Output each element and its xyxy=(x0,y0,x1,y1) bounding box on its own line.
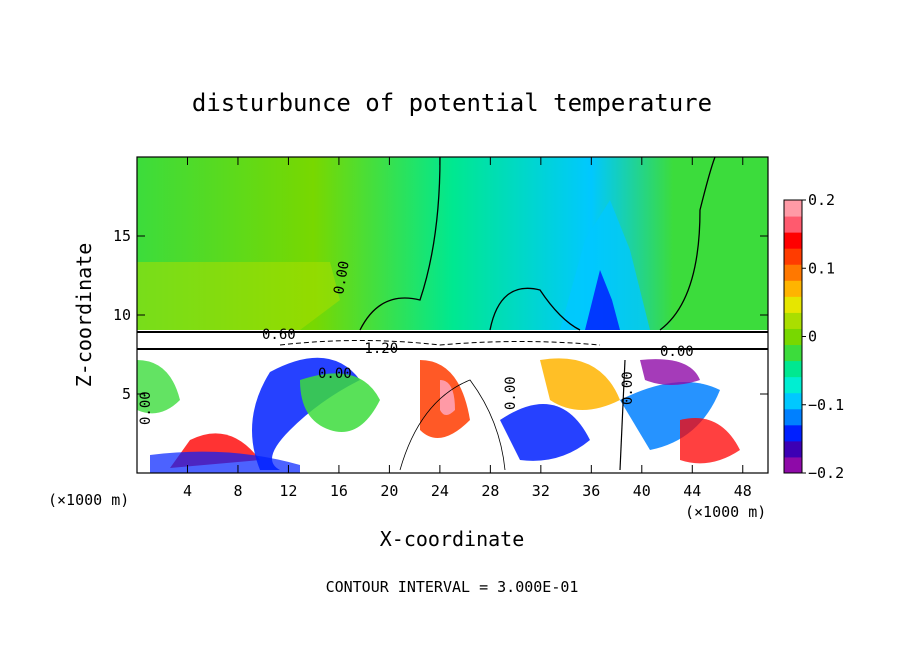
contour-interval-note: CONTOUR INTERVAL = 3.000E-01 xyxy=(326,578,579,596)
lower-blob-12 xyxy=(640,359,700,385)
x-axis-label: X-coordinate xyxy=(380,527,525,551)
contour-label: 0.00 xyxy=(503,376,519,410)
colorbar: 0.2 0.1 0 −0.1 −0.2 xyxy=(783,191,844,482)
lower-blob-10 xyxy=(137,360,180,414)
x-tick-label: 20 xyxy=(380,482,398,500)
x-axis: 4 8 12 16 20 24 28 32 36 40 44 48 xyxy=(183,157,752,500)
colorbar-swatch xyxy=(784,440,802,458)
x-tick-label: 16 xyxy=(330,482,348,500)
lower-blob-9 xyxy=(680,418,740,464)
updraft-core-deep xyxy=(585,270,620,330)
contour-line-upper xyxy=(359,157,441,331)
updraft-core xyxy=(560,200,650,330)
lower-blob-6 xyxy=(500,404,590,461)
colorbar-swatch xyxy=(784,232,802,249)
colorbar-tick-label: −0.2 xyxy=(808,464,844,482)
contour-labels: 0.60 -1.20 0.00 0.00 0.00 0.00 0.00 0.00 xyxy=(138,260,694,425)
colorbar-swatch xyxy=(784,424,802,442)
colorbar-tick-label: 0.1 xyxy=(808,259,835,277)
y-tick-label: 10 xyxy=(113,306,131,324)
x-tick-label: 48 xyxy=(734,482,752,500)
x-tick-label: 36 xyxy=(582,482,600,500)
x-tick-label: 44 xyxy=(683,482,701,500)
colorbar-tick-label: 0 xyxy=(808,328,817,346)
chart-title: disturbunce of potential temperature xyxy=(192,89,712,117)
x-tick-label: 32 xyxy=(532,482,550,500)
plot-area xyxy=(137,157,768,473)
x-tick-label: 40 xyxy=(633,482,651,500)
colorbar-swatch xyxy=(784,328,802,346)
contour-line-dashed xyxy=(279,340,601,346)
x-tick-label: 8 xyxy=(233,482,242,500)
colorbar-swatch xyxy=(784,200,802,217)
x-tick-label: 28 xyxy=(481,482,499,500)
x-tick-label: 4 xyxy=(183,482,192,500)
contour-line-upper-3 xyxy=(659,157,716,331)
colorbar-swatch xyxy=(784,296,802,313)
contour-label: 0.00 xyxy=(138,391,154,425)
stable-layer xyxy=(137,330,768,352)
lower-blob-3 xyxy=(300,373,380,432)
colorbar-swatch xyxy=(784,360,802,378)
y-tick-label: 15 xyxy=(113,227,131,245)
colorbar-swatch xyxy=(784,264,802,281)
contour-line-lower-2 xyxy=(619,359,626,471)
colorbar-swatch xyxy=(784,376,802,394)
colorbar-swatch xyxy=(784,456,802,474)
colorbar-tick-label: 0.2 xyxy=(808,191,835,209)
lower-blob-7 xyxy=(540,358,620,410)
contour-label: 0.00 xyxy=(620,371,636,405)
contour-label: 0.00 xyxy=(331,260,353,296)
y-axis: 5 10 15 xyxy=(113,227,768,403)
contour-label: 0.60 xyxy=(262,327,296,343)
lower-blob-5 xyxy=(440,380,455,415)
y-tick-label: 5 xyxy=(122,385,131,403)
contour-label: -1.20 xyxy=(356,341,398,357)
contour-line-upper-2 xyxy=(489,287,581,331)
contour-label: 0.00 xyxy=(660,344,694,360)
colorbar-swatch xyxy=(784,408,802,426)
colorbar-swatch xyxy=(784,344,802,362)
colorbar-swatch xyxy=(784,216,802,233)
colorbar-swatch xyxy=(784,392,802,410)
lower-blob-8 xyxy=(620,382,720,450)
x-tick-label: 12 xyxy=(279,482,297,500)
x-tick-label: 24 xyxy=(431,482,449,500)
contour-line-lower xyxy=(399,379,506,471)
contour-label: 0.00 xyxy=(318,366,352,382)
lighter-patch xyxy=(137,262,340,330)
colorbar-swatch xyxy=(784,280,802,297)
x-unit-right: (×1000 m) xyxy=(685,503,766,521)
x-unit-left: (×1000 m) xyxy=(48,491,129,509)
colorbar-swatch xyxy=(784,248,802,265)
y-axis-label: Z-coordinate xyxy=(72,243,96,388)
colorbar-swatch xyxy=(784,312,802,329)
colorbar-tick-label: −0.1 xyxy=(808,396,844,414)
